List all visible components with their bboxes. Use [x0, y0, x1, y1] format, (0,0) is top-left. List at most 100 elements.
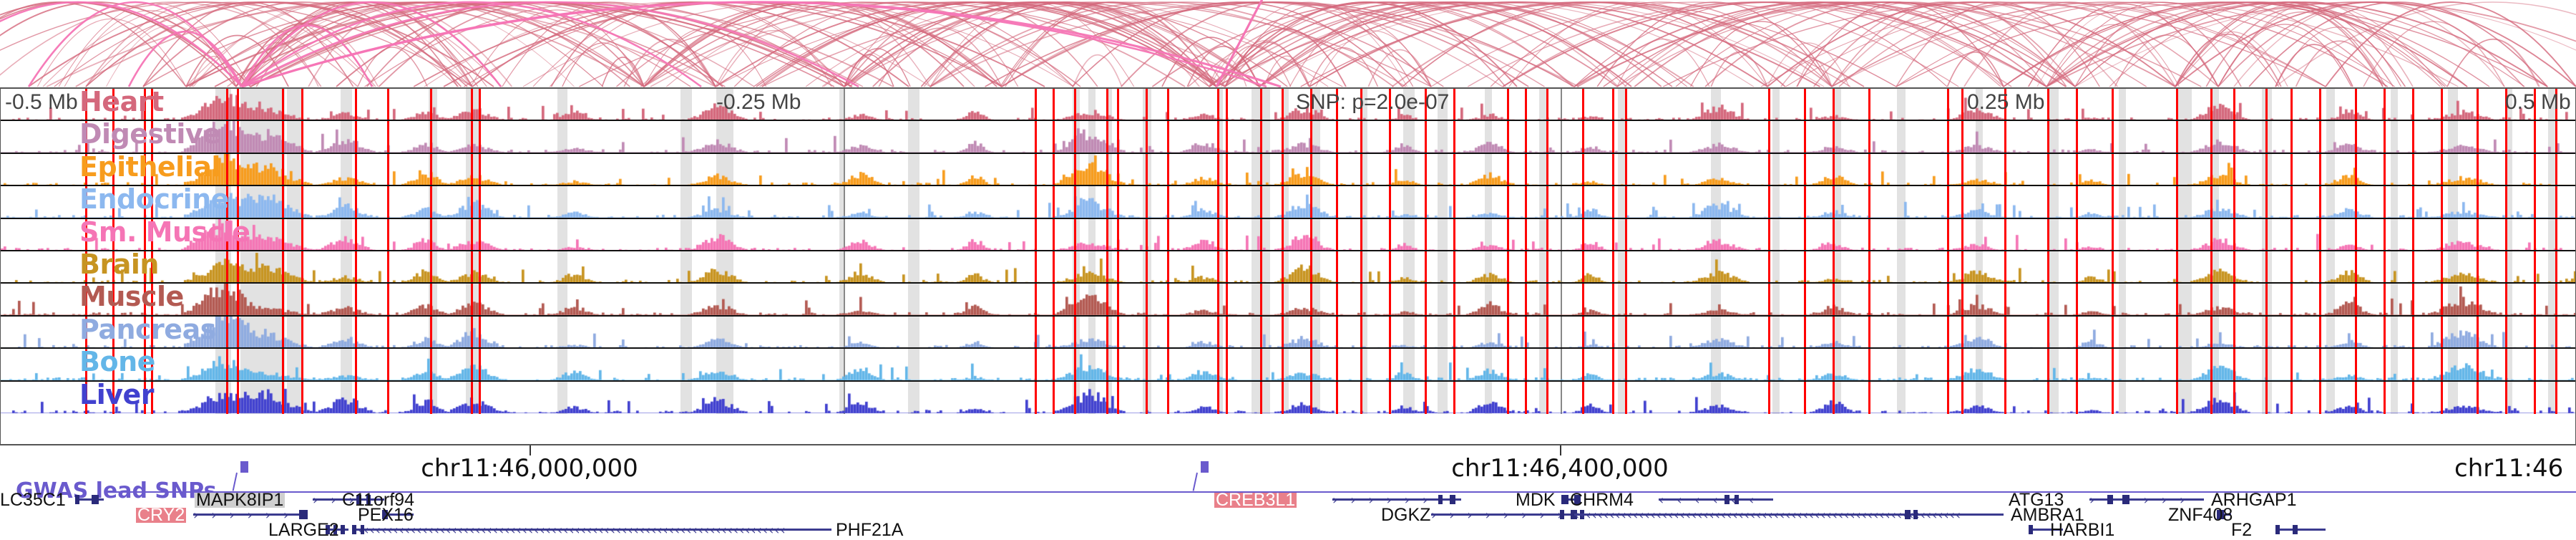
gwas-snp-marker-line [1833, 218, 1835, 250]
track-liver[interactable]: Liver [1, 381, 2575, 414]
gwas-snp-marker-line [355, 218, 357, 250]
gene-label[interactable]: PEX16 [358, 505, 414, 525]
gwas-snp-marker-line [1035, 349, 1037, 380]
gwas-snp-marker-line [1625, 186, 1627, 218]
track-digestive[interactable]: Digestive [1, 121, 2575, 154]
gwas-snp-marker-line [1336, 316, 1338, 348]
gwas-snp-marker-line [2477, 381, 2479, 414]
track-heart[interactable]: Heart -0.5 Mb -0.25 Mb 0.25 Mb 0.5 Mb SNP: p=… [1, 89, 2575, 122]
gwas-snp-marker-line [1053, 349, 1055, 380]
track-epithelial[interactable]: Epithelial [1, 153, 2575, 187]
gene-label[interactable]: PHF21A [836, 520, 904, 540]
gwas-snp-marker-line [2076, 316, 2078, 348]
gwas-snp-marker-line [1074, 218, 1076, 250]
gwas-snp-marker-line [1425, 186, 1427, 218]
gwas-snp-marker-line [1612, 381, 1614, 414]
gwas-snp-marker-line [1525, 153, 1527, 185]
gwas-snp-marker-line [2441, 218, 2443, 250]
gwas-snp-marker-line [1389, 251, 1391, 283]
gwas-snp-marker-line [2534, 218, 2536, 250]
gwas-snp-marker-line [2555, 381, 2557, 414]
interaction-arc [2046, 1, 2548, 87]
gene-label[interactable]: HARBI1 [2050, 520, 2115, 540]
gwas-snp-marker-line [1282, 153, 1284, 185]
gene-label[interactable]: MDK [1516, 490, 1556, 510]
gene-label[interactable]: MAPK8IP1 [195, 490, 286, 510]
gene-body [1431, 514, 1585, 516]
gwas-snp-marker-line [2290, 121, 2293, 153]
gene-label[interactable]: F2 [2231, 520, 2253, 540]
gwas-snp-marker-line [2355, 89, 2357, 120]
track-pancreas[interactable]: Pancreas [1, 316, 2575, 349]
track-sm-muscle[interactable]: Sm. Muscle [1, 218, 2575, 251]
gwas-snp-marker-line [1106, 251, 1108, 283]
gwas-snp-marker-line [1868, 316, 1870, 348]
interaction-arc [1430, 1, 1959, 87]
gwas-snp-marker-line [387, 218, 389, 250]
track-muscle[interactable]: Muscle [1, 284, 2575, 317]
gwas-snp-marker-line [85, 89, 87, 120]
gwas-snp-marker-line [2265, 349, 2268, 380]
gene-exon [356, 495, 361, 504]
gwas-snp-marker-line [1507, 153, 1509, 185]
gwas-snp-marker-line [1833, 251, 1835, 283]
interaction-arc [227, 1, 645, 87]
gwas-lead-snp-marker[interactable] [240, 461, 248, 473]
gwas-snp-marker-line [1282, 121, 1284, 153]
interaction-arc [1690, 21, 1833, 87]
gwas-snp-marker-line [2441, 186, 2443, 218]
gwas-snp-marker-line [2534, 316, 2536, 348]
gwas-snp-marker-line [1453, 251, 1455, 283]
gene-label[interactable]: LC35C1 [0, 490, 66, 510]
gwas-snp-marker-line [387, 251, 389, 283]
gwas-snp-marker-line [1117, 218, 1119, 250]
gwas-snp-marker-line [1360, 89, 1362, 120]
gwas-snp-marker-line [1035, 381, 1037, 414]
gene-label[interactable]: CREB3L1 [1214, 490, 1297, 510]
gwas-snp-marker-line [151, 186, 153, 218]
gene-label[interactable]: CRY2 [136, 505, 187, 525]
gene-label[interactable]: C11orf94 [342, 490, 414, 510]
gwas-snp-marker-line [1546, 316, 1548, 348]
gwas-snp-marker-line [1217, 349, 1219, 380]
gwas-snp-marker-line [301, 381, 303, 414]
gwas-snp-marker-line [355, 349, 357, 380]
gwas-snp-marker-line [301, 251, 303, 283]
gwas-snp-marker-line [112, 186, 114, 218]
gwas-snp-marker-line [2112, 89, 2114, 120]
gwas-snp-marker-line [1106, 316, 1108, 348]
gwas-snp-marker-line [1525, 218, 1527, 250]
gwas-snp-marker-line [2441, 121, 2443, 153]
gwas-snp-marker-line [1868, 284, 1870, 315]
gwas-snp-marker-line [2047, 316, 2049, 348]
signal-histogram [1, 349, 2575, 380]
gwas-snp-marker-line [2076, 284, 2078, 315]
gene-exon [75, 495, 79, 504]
interaction-arc [844, 48, 911, 87]
gwas-snp-marker-line [2412, 381, 2414, 414]
axis-label-left: chr11:46,000,000 [421, 454, 638, 483]
gwas-snp-marker-line [1310, 284, 1312, 315]
gwas-lead-snp-marker[interactable] [1201, 461, 1209, 473]
gwas-snp-marker-line [282, 121, 284, 153]
gwas-snp-marker-line [1360, 251, 1362, 283]
gene-label[interactable]: LARGE2 [268, 520, 339, 540]
gene-label[interactable]: ARHGAP1 [2211, 490, 2297, 510]
gwas-snp-marker-line [1961, 349, 1963, 380]
gene-label[interactable]: AMBRA1 [2011, 505, 2084, 525]
track-bone[interactable]: Bone [1, 349, 2575, 382]
gene-label[interactable]: DGKZ [1381, 505, 1431, 525]
gene-label[interactable]: CHRM4 [1570, 490, 1634, 510]
gwas-snp-marker-line [2412, 284, 2414, 315]
interaction-arc [127, 31, 243, 87]
gwas-snp-marker-line [479, 349, 481, 380]
gene-label[interactable]: ATG13 [2009, 490, 2064, 510]
gwas-snp-marker-line [1425, 218, 1427, 250]
gene-label[interactable]: ZNF408 [2168, 505, 2233, 525]
gwas-snp-marker-line [2477, 89, 2479, 120]
gene-strand-arrows: ‹‹‹‹‹‹‹‹‹‹‹‹‹‹‹‹‹‹‹‹‹‹‹‹‹‹‹‹‹‹‹‹‹‹‹‹‹‹‹‹… [352, 523, 786, 538]
gwas-snp-marker-line [1453, 218, 1455, 250]
track-brain[interactable]: Brain [1, 251, 2575, 284]
track-endocrine[interactable]: Endocrine [1, 186, 2575, 219]
gwas-snp-marker-line [2290, 284, 2293, 315]
